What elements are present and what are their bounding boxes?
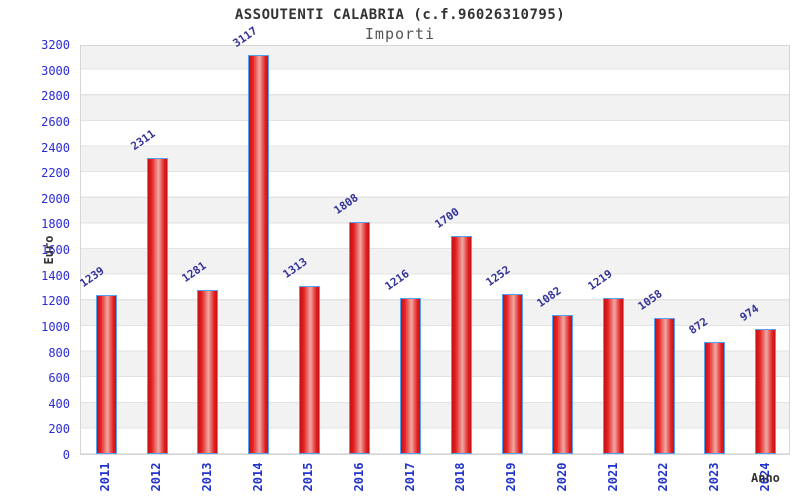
x-tick-label-2014: 2014 <box>250 462 265 492</box>
y-tick-label: 1400 <box>41 268 70 283</box>
y-tick-label: 2600 <box>41 114 70 129</box>
y-tick-label: 400 <box>48 396 70 411</box>
y-tick-label: 600 <box>48 371 70 386</box>
y-tick-label: 800 <box>48 345 70 360</box>
bar-2012 <box>146 157 168 454</box>
plot-area <box>80 45 790 455</box>
y-tick-label: 3000 <box>41 63 70 78</box>
x-tick-label-2016: 2016 <box>351 462 366 492</box>
bar-2013 <box>197 289 219 454</box>
x-tick-label-2020: 2020 <box>554 462 569 492</box>
bar-2023 <box>704 342 726 454</box>
x-tick-label-2012: 2012 <box>149 462 164 492</box>
bar-2015 <box>298 285 320 454</box>
x-tick-label-2021: 2021 <box>605 462 620 492</box>
x-tick-label-2022: 2022 <box>656 462 671 492</box>
bar-2022 <box>653 318 675 454</box>
x-tick-label-2017: 2017 <box>402 462 417 492</box>
y-tick-label: 1000 <box>41 319 70 334</box>
y-tick-label: 2800 <box>41 89 70 104</box>
y-tick-label: 0 <box>62 448 70 462</box>
bar-2018 <box>450 236 472 454</box>
chart-subtitle: Importi <box>364 25 436 43</box>
bar-2016 <box>349 222 371 454</box>
y-tick-label: 3200 <box>41 38 70 52</box>
bar-2024 <box>755 329 777 454</box>
y-tick-label: 200 <box>48 422 70 437</box>
y-tick-label: 1600 <box>41 243 70 257</box>
y-axis-title: Euro <box>42 235 56 265</box>
x-tick-label-2023: 2023 <box>706 462 721 492</box>
chart-title: ASSOUTENTI CALABRIA (c.f.96026310795) <box>234 7 566 23</box>
y-tick-label: 2400 <box>41 140 70 155</box>
x-tick-label-2013: 2013 <box>199 462 214 492</box>
bar-2019 <box>501 293 523 454</box>
x-tick-label-2015: 2015 <box>301 462 316 492</box>
y-tick-label: 1200 <box>41 294 70 309</box>
x-axis-title: Anno <box>751 471 780 485</box>
y-tick-label: 2000 <box>41 191 70 206</box>
x-tick-label-2019: 2019 <box>504 462 519 492</box>
y-tick-label: 2200 <box>41 166 70 181</box>
bar-2020 <box>552 315 574 454</box>
x-tick-label-2018: 2018 <box>453 462 468 492</box>
bar-2017 <box>400 298 422 454</box>
x-tick-label-2011: 2011 <box>98 462 113 492</box>
bar-2021 <box>603 297 624 454</box>
y-tick-label: 1800 <box>41 217 70 232</box>
bar-2011 <box>95 295 117 454</box>
bar-2014 <box>248 54 269 454</box>
